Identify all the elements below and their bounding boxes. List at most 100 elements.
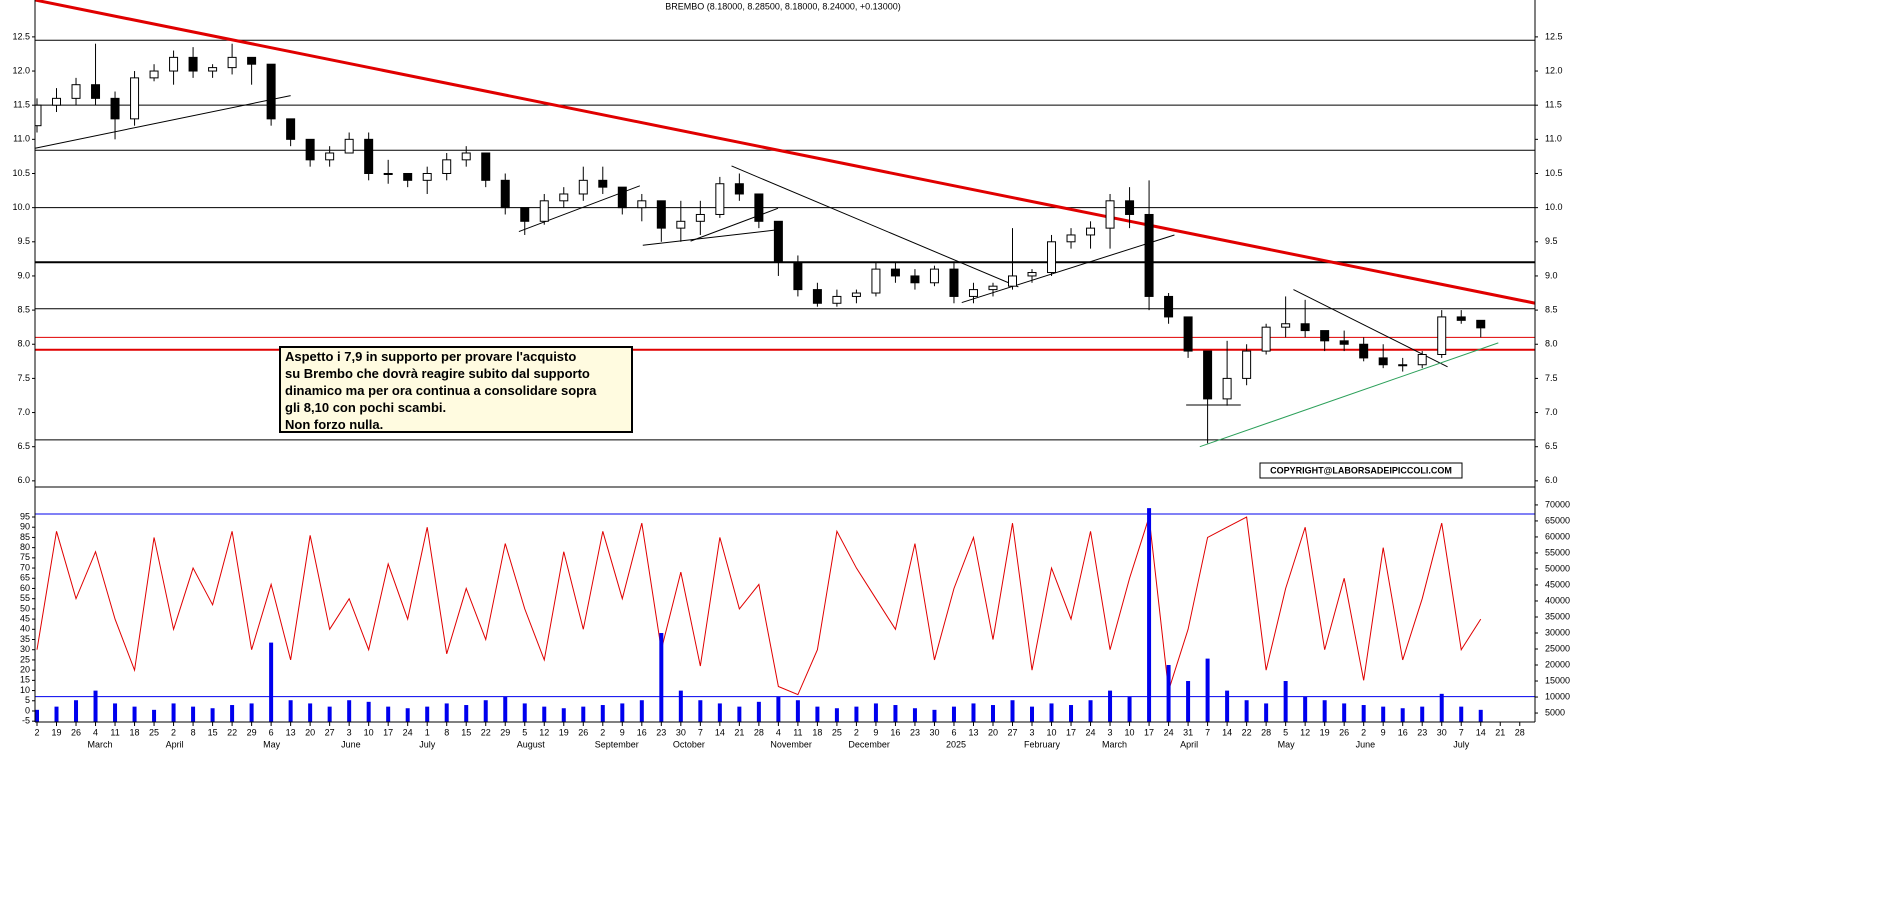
candle-body <box>1144 213 1154 297</box>
volume-bar <box>444 703 449 722</box>
month-label: June <box>341 739 361 749</box>
oscillator-line <box>36 516 1482 696</box>
x-tick-label: 5 <box>1283 727 1288 737</box>
x-tick-label: 17 <box>383 727 393 737</box>
x-tick-label: 10 <box>364 727 374 737</box>
month-label: March <box>88 739 113 749</box>
month-label: May <box>263 739 281 749</box>
candle-body <box>364 138 374 174</box>
volume-bar <box>1244 700 1249 722</box>
candle-body <box>188 56 198 72</box>
candle-body <box>52 97 62 106</box>
x-tick-label: 7 <box>698 727 703 737</box>
y-tick-label-right: 12.0 <box>1545 65 1563 75</box>
volume-bar <box>269 642 274 722</box>
volume-bar <box>971 703 976 722</box>
y2-tick-label: 70000 <box>1545 499 1570 509</box>
x-tick-label: 12 <box>539 727 549 737</box>
x-tick-label: 22 <box>227 727 237 737</box>
x-tick-label: 24 <box>1164 727 1174 737</box>
y-tick-label: 35 <box>20 634 30 644</box>
volume-bar <box>230 705 235 722</box>
x-tick-label: 14 <box>1476 727 1486 737</box>
x-tick-label: 16 <box>1398 727 1408 737</box>
x-tick-label: 21 <box>734 727 744 737</box>
y-tick-label: 95 <box>20 511 30 521</box>
y-tick-label: 50 <box>20 603 30 613</box>
y-tick-label: 6.0 <box>17 475 30 485</box>
candle-body <box>1183 316 1193 352</box>
y-tick-label: 5 <box>25 695 30 705</box>
candle-body <box>110 97 120 120</box>
y-tick-label: 70 <box>20 562 30 572</box>
candle-body <box>1456 316 1466 321</box>
candle-body <box>461 152 471 161</box>
x-tick-label: 21 <box>1495 727 1505 737</box>
y-tick-label: 30 <box>20 644 30 654</box>
candle-body <box>871 268 881 294</box>
volume-bar <box>581 706 586 722</box>
y-tick-label: 6.5 <box>17 441 30 451</box>
volume-bar <box>873 703 878 722</box>
y-tick-label: 9.5 <box>17 236 30 246</box>
x-tick-label: 27 <box>1007 727 1017 737</box>
month-label: August <box>517 739 546 749</box>
volume-bar <box>1147 508 1152 722</box>
y2-tick-label: 65000 <box>1545 515 1570 525</box>
candle-body <box>1086 227 1096 236</box>
x-tick-label: 19 <box>559 727 569 737</box>
volume-bar <box>483 700 488 722</box>
y-tick-label: 10 <box>20 685 30 695</box>
x-tick-label: 16 <box>890 727 900 737</box>
month-label: September <box>595 739 639 749</box>
month-label: 2025 <box>946 739 966 749</box>
volume-bar <box>1030 706 1035 722</box>
volume-bar <box>1381 706 1386 722</box>
x-tick-label: 2 <box>171 727 176 737</box>
candle-body <box>91 84 101 99</box>
axes: 12.5 12.5 12.0 12.0 11.5 11.5 11.0 11.0 10.5 10.5… <box>12 31 1570 749</box>
candle-body <box>71 84 81 99</box>
x-tick-label: 19 <box>52 727 62 737</box>
x-tick-label: 28 <box>1515 727 1525 737</box>
volume-bar <box>405 708 410 722</box>
x-tick-label: 25 <box>832 727 842 737</box>
x-tick-label: 9 <box>620 727 625 737</box>
y-tick-label: 9.0 <box>17 270 30 280</box>
x-tick-label: 11 <box>793 727 802 737</box>
volume-bar <box>1010 700 1015 722</box>
volume-bar <box>191 706 196 722</box>
volume-bar <box>717 703 722 722</box>
x-tick-label: 30 <box>1437 727 1447 737</box>
x-tick-label: 10 <box>1125 727 1135 737</box>
candle-body <box>890 268 900 277</box>
candle-body <box>1066 234 1076 243</box>
x-tick-label: 28 <box>1261 727 1271 737</box>
x-tick-label: 23 <box>1417 727 1427 737</box>
candle-body <box>169 56 179 72</box>
y-tick-label: 40 <box>20 624 30 634</box>
candle-body <box>500 179 510 209</box>
y-tick-label-right: 9.5 <box>1545 236 1558 246</box>
y-tick-label: 7.5 <box>17 373 30 383</box>
y2-tick-label: 25000 <box>1545 643 1570 653</box>
y2-tick-label: 35000 <box>1545 611 1570 621</box>
candle-body <box>851 292 861 297</box>
candle-body <box>734 183 744 195</box>
x-tick-label: 6 <box>269 727 274 737</box>
y-tick-label: 8.5 <box>17 304 30 314</box>
y2-tick-label: 15000 <box>1545 675 1570 685</box>
candle-body <box>481 152 491 181</box>
y-tick-label: 0 <box>25 705 30 715</box>
x-tick-label: 13 <box>968 727 978 737</box>
month-label: June <box>1356 739 1376 749</box>
x-tick-label: 22 <box>481 727 491 737</box>
y-tick-label-right: 8.0 <box>1545 339 1558 349</box>
volume-bar <box>698 700 703 722</box>
y-tick-label: 10.5 <box>12 168 30 178</box>
volume-bar <box>1108 690 1113 722</box>
x-tick-label: 8 <box>191 727 196 737</box>
volume-bar <box>1069 705 1074 722</box>
candle-body <box>383 172 393 175</box>
